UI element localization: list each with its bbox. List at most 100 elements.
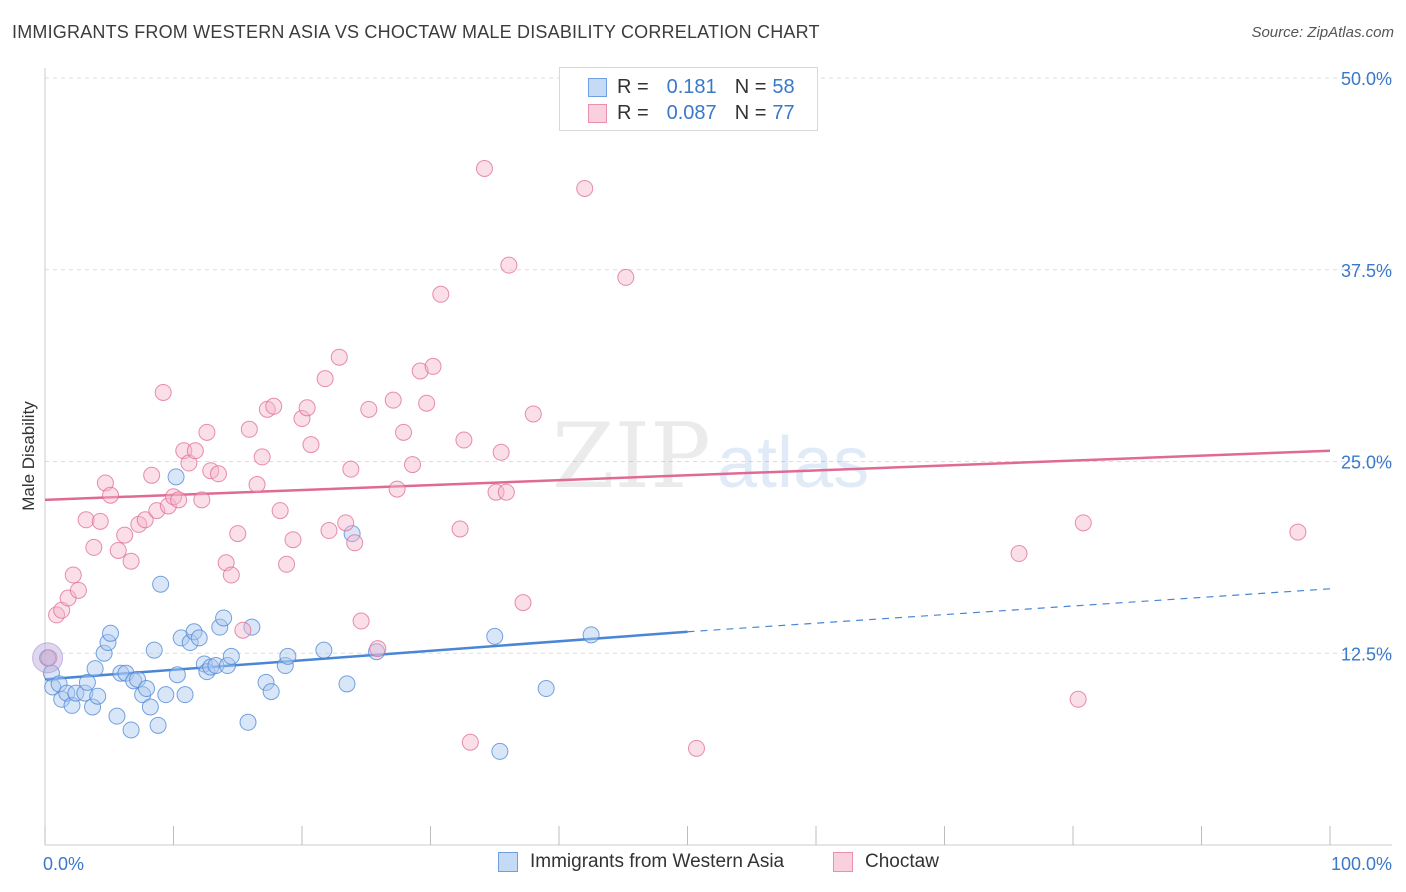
x-tick-label: 100.0% <box>1331 854 1392 874</box>
gridlines <box>45 77 1392 654</box>
western-asia-point <box>102 624 120 642</box>
choctaw-point <box>455 431 473 449</box>
western-asia-point <box>262 683 280 701</box>
choctaw-point <box>1069 690 1087 708</box>
choctaw-point <box>143 466 161 484</box>
choctaw-point <box>40 649 58 667</box>
legend-r-value: 0.181 <box>666 75 717 98</box>
choctaw-point <box>253 448 271 466</box>
western-asia-point <box>108 707 126 725</box>
western-asia-point <box>486 627 504 645</box>
bottom-legend-western-asia: Immigrants from Western Asia <box>498 851 784 873</box>
choctaw-point <box>77 511 95 529</box>
choctaw-point <box>316 370 334 388</box>
choctaw-point <box>384 391 402 409</box>
choctaw-point <box>102 486 120 504</box>
choctaw-point <box>514 594 532 612</box>
western-asia-point <box>176 686 194 704</box>
choctaw-point <box>109 541 127 559</box>
choctaw-point <box>298 399 316 417</box>
legend-swatch-pink <box>588 103 607 123</box>
choctaw-point <box>271 502 289 520</box>
choctaw-point <box>411 362 429 380</box>
western-asia-point <box>279 647 297 665</box>
western-asia-point <box>89 687 107 705</box>
axes <box>44 68 1392 846</box>
choctaw-point <box>48 606 66 624</box>
choctaw-point <box>395 423 413 441</box>
western-asia-point <box>181 634 199 652</box>
y-tick-label: 12.5% <box>1341 644 1392 664</box>
choctaw-point <box>330 348 348 366</box>
western-asia-point <box>67 684 85 702</box>
choctaw-point <box>360 400 378 418</box>
choctaw-point <box>85 538 103 556</box>
choctaw-point <box>352 612 370 630</box>
choctaw-point <box>524 405 542 423</box>
y-axis-label: Male Disability <box>19 401 38 511</box>
western-asia-point <box>207 657 225 675</box>
western-asia-trend-extension <box>687 588 1331 633</box>
bottom-legend-swatch-pink <box>833 852 853 872</box>
choctaw-point <box>617 268 635 286</box>
choctaw-point <box>1289 523 1307 541</box>
choctaw-point <box>687 739 705 757</box>
western-asia-point <box>215 609 233 627</box>
x-tick-label: 0.0% <box>43 854 84 874</box>
choctaw-point <box>154 383 172 401</box>
legend-r-label: R = <box>617 75 649 98</box>
western-asia-point <box>491 742 509 760</box>
bottom-legend-label: Choctaw <box>865 851 939 872</box>
choctaw-point <box>116 526 134 544</box>
western-asia-point <box>145 641 163 659</box>
western-asia-point <box>222 647 240 665</box>
western-asia-point <box>149 716 167 734</box>
western-asia-point <box>582 626 600 644</box>
western-asia-point <box>211 618 229 636</box>
western-asia-point <box>84 698 102 716</box>
choctaw-point <box>186 442 204 460</box>
choctaw-point <box>475 160 493 178</box>
legend-n-value: 58 <box>772 75 795 98</box>
choctaw-trend-line <box>44 449 1331 502</box>
legend-r-label: R = <box>617 101 649 124</box>
western-asia-point <box>257 673 275 691</box>
choctaw-point <box>369 640 387 658</box>
choctaw-point <box>432 285 450 303</box>
western-asia-point <box>76 684 94 702</box>
legend-swatch-blue <box>588 77 607 97</box>
legend-n-label: N = <box>734 101 767 124</box>
watermark: ZIP atlas <box>552 404 869 509</box>
watermark-atlas: atlas <box>717 423 869 503</box>
bottom-legend-label: Immigrants from Western Asia <box>530 851 785 872</box>
y-tick-label: 37.5% <box>1341 261 1392 281</box>
legend-r-value: 0.087 <box>666 101 717 124</box>
choctaw-point <box>576 179 594 197</box>
choctaw-point <box>234 621 252 639</box>
choctaw-point <box>278 555 296 573</box>
choctaw-point <box>320 522 338 540</box>
western-asia-trend-line <box>44 630 688 681</box>
western-asia-point <box>152 575 170 593</box>
choctaw-point <box>284 531 302 549</box>
choctaw-point <box>122 552 140 570</box>
western-asia-point <box>243 618 261 636</box>
western-asia-point <box>95 644 113 662</box>
choctaw-point <box>492 443 510 461</box>
western-asia-point <box>141 698 159 716</box>
watermark-zip: ZIP <box>552 404 711 509</box>
y-tick-label: 50.0% <box>1341 69 1392 89</box>
choctaw-point <box>1010 545 1028 563</box>
choctaw-point <box>388 480 406 498</box>
western-asia-point <box>167 468 185 486</box>
choctaw-point <box>69 581 87 599</box>
legend-n-value: 77 <box>772 101 795 124</box>
choctaw-point <box>451 520 469 538</box>
choctaw-point <box>342 460 360 478</box>
trend-lines <box>44 449 1331 681</box>
choctaw-point <box>240 420 258 438</box>
choctaw-point <box>248 476 266 494</box>
choctaw-point <box>418 394 436 412</box>
choctaw-point <box>165 488 182 506</box>
